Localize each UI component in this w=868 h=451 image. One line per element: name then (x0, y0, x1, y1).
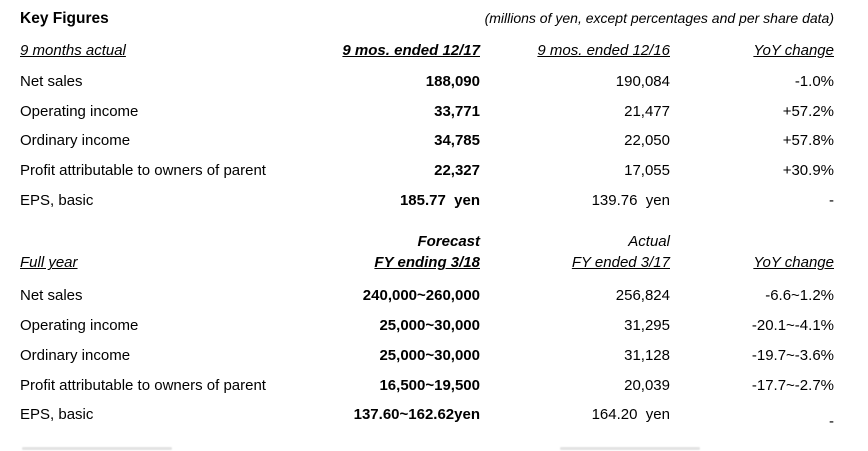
prior-value: 164.20 yen (591, 406, 670, 424)
nine-months-section: 9 months actual 9 mos. ended 12/17 9 mos… (20, 42, 834, 215)
current-value: 137.60~162.62yen (353, 406, 480, 424)
current-value: 25,000~30,000 (379, 346, 480, 364)
col-header-fy-ending-318: FY ending 3/18 (374, 254, 480, 272)
yoy-value: -17.7~-2.7% (751, 376, 834, 394)
table-row: Ordinary income 25,000~30,000 31,128 -19… (20, 341, 834, 371)
col-header-9mos-1216: 9 mos. ended 12/16 (537, 42, 670, 59)
yoy-value: +30.9% (782, 162, 834, 180)
current-value: 185.77 yen (399, 191, 480, 209)
full-year-section-label: Full year (20, 254, 78, 272)
col-header-yoy-change: YoY change (753, 42, 834, 59)
unit-note: (millions of yen, except percentages and… (484, 10, 834, 26)
prior-value: 139.76 yen (591, 191, 670, 209)
nine-months-header-row: 9 months actual 9 mos. ended 12/17 9 mos… (20, 42, 834, 59)
full-year-superheader-row: Forecast Actual (20, 232, 834, 252)
yoy-dash: - (829, 413, 834, 431)
current-value: 22,327 (434, 162, 480, 180)
prior-value: 17,055 (624, 162, 670, 180)
current-value: 25,000~30,000 (379, 317, 480, 335)
yoy-value: -20.1~-4.1% (751, 317, 834, 335)
row-label: Profit attributable to owners of parent (20, 162, 266, 180)
table-row: Ordinary income 34,785 22,050 +57.8% (20, 126, 834, 156)
prior-value: 31,295 (624, 317, 670, 335)
table-row: Operating income 25,000~30,000 31,295 -2… (20, 311, 834, 341)
current-value: 240,000~260,000 (362, 287, 480, 305)
cropped-content-hint (560, 447, 700, 450)
table-row: Operating income 33,771 21,477 +57.2% (20, 97, 834, 127)
table-row: EPS, basic 185.77 yen 139.76 yen - (20, 186, 834, 216)
row-label: Net sales (20, 73, 83, 90)
row-label: EPS, basic (20, 191, 94, 209)
row-label: Operating income (20, 317, 139, 335)
yoy-value: -19.7~-3.6% (751, 346, 834, 364)
col-header-9mos-1217: 9 mos. ended 12/17 (342, 42, 480, 59)
table-row: Profit attributable to owners of parent … (20, 371, 834, 401)
full-year-section: Forecast Actual Full year FY ending 3/18… (20, 232, 834, 430)
yoy-value: +57.8% (782, 132, 834, 150)
row-label: EPS, basic (20, 406, 94, 424)
full-year-rows: Net sales 240,000~260,000 256,824 -6.6~1… (20, 281, 834, 430)
row-label: Net sales (20, 287, 83, 305)
full-year-header-row: Full year FY ending 3/18 FY ended 3/17 Y… (20, 252, 834, 273)
prior-value: 31,128 (624, 346, 670, 364)
col-header-fy-ended-317: FY ended 3/17 (571, 254, 670, 272)
yoy-value: - (829, 191, 834, 209)
current-value: 188,090 (425, 73, 480, 90)
col-header-yoy-change: YoY change (753, 254, 834, 272)
prior-value: 21,477 (624, 102, 670, 120)
yoy-value: -1.0% (794, 73, 834, 90)
prior-value: 256,824 (615, 287, 670, 305)
current-value: 33,771 (434, 102, 480, 120)
row-label: Ordinary income (20, 132, 131, 150)
page-header: Key Figures (millions of yen, except per… (20, 10, 834, 28)
table-row: EPS, basic 137.60~162.62yen 164.20 yen - (20, 400, 834, 430)
yoy-value: - (670, 400, 834, 430)
prior-value: 20,039 (624, 376, 670, 394)
nine-months-rows: Net sales 188,090 190,084 -1.0% Operatin… (20, 67, 834, 215)
row-label: Operating income (20, 102, 139, 120)
current-value: 16,500~19,500 (379, 376, 480, 394)
page-title: Key Figures (20, 10, 109, 27)
table-row: Net sales 240,000~260,000 256,824 -6.6~1… (20, 281, 834, 311)
actual-label: Actual (628, 233, 670, 251)
table-row: Profit attributable to owners of parent … (20, 156, 834, 186)
current-value: 34,785 (434, 132, 480, 150)
nine-months-section-label: 9 months actual (20, 42, 126, 59)
table-row: Net sales 188,090 190,084 -1.0% (20, 67, 834, 97)
cropped-content-hint (22, 447, 172, 450)
row-label: Ordinary income (20, 346, 131, 364)
prior-value: 22,050 (624, 132, 670, 150)
row-label: Profit attributable to owners of parent (20, 376, 266, 394)
forecast-label: Forecast (417, 233, 480, 251)
prior-value: 190,084 (615, 73, 670, 90)
yoy-value: +57.2% (782, 102, 834, 120)
yoy-value: -6.6~1.2% (765, 287, 834, 305)
